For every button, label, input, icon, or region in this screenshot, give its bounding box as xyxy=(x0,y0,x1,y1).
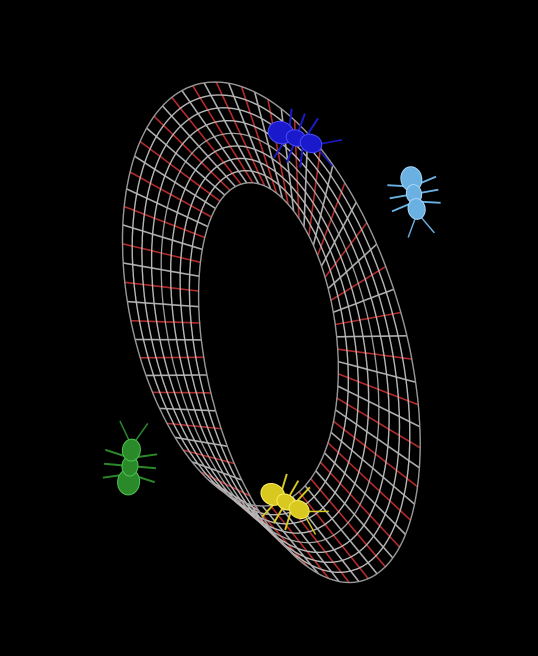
mesh-longitude xyxy=(150,119,390,554)
ant-body-segment xyxy=(299,133,323,154)
mesh-longitude xyxy=(131,94,411,573)
ant-body-segment xyxy=(288,500,310,520)
mobius-wireframe-mesh xyxy=(121,81,421,584)
ant-body-segment xyxy=(407,198,426,220)
ant-body-segment xyxy=(121,438,141,462)
mesh-longitude xyxy=(121,81,421,584)
light-blue-ant xyxy=(387,166,441,238)
mesh-longitude xyxy=(160,132,380,544)
green-ant xyxy=(102,420,158,496)
mesh-longitude xyxy=(141,107,401,563)
yellow-ant xyxy=(260,473,329,535)
blue-ant xyxy=(267,108,343,168)
ants-group xyxy=(102,108,441,535)
